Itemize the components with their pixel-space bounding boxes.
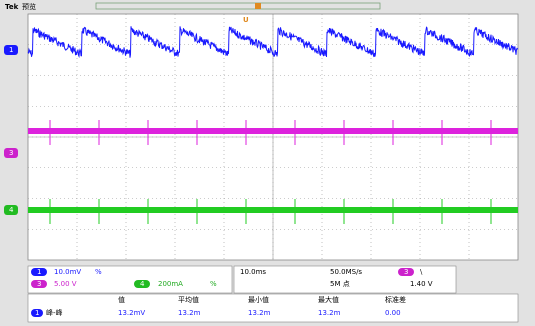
- ch4-marker-label: 4: [9, 206, 14, 214]
- scope-screen: Tek 预览 U 1 3 4 1 10.0mV % 3 5.00 V 4 200…: [0, 0, 535, 326]
- meas-value: 13.2mV: [118, 309, 145, 317]
- meas-header: 标准差: [385, 295, 406, 304]
- meas-header: 平均值: [178, 295, 199, 304]
- ch1-badge-label: 1: [37, 268, 41, 276]
- ch4-badge-label: 4: [140, 280, 145, 288]
- trigger-position: U: [243, 16, 249, 24]
- ch3-trace: [28, 128, 518, 134]
- ch3-badge-label: 3: [37, 280, 41, 288]
- time-per-div: 10.0ms: [240, 268, 266, 276]
- meas-value: 0.00: [385, 309, 401, 317]
- trigger-level: 1.40 V: [410, 280, 433, 288]
- meas-label: 峰-峰: [46, 308, 63, 317]
- ch1-marker-label: 1: [9, 46, 13, 54]
- meas-header: 值: [118, 295, 125, 304]
- meas-value: 13.2m: [248, 309, 271, 317]
- meas-value: 13.2m: [178, 309, 201, 317]
- ch3-marker-label: 3: [9, 149, 13, 157]
- meas-header: 最小值: [248, 295, 269, 304]
- sample-rate: 50.0MS/s: [330, 268, 362, 276]
- ch1-scale: 10.0mV: [54, 268, 81, 276]
- ch4-flag: %: [210, 280, 217, 288]
- ch1-flag: %: [95, 268, 102, 276]
- meas-header: 最大值: [318, 295, 339, 304]
- measurement-panel: [28, 294, 518, 322]
- meas-channel: 1: [35, 309, 39, 317]
- mode: 预览: [22, 2, 36, 11]
- record-position: [255, 3, 261, 9]
- trigger-channel: 3: [404, 268, 408, 276]
- ch4-trace: [28, 207, 518, 213]
- ch3-scale: 5.00 V: [54, 280, 77, 288]
- record-length: 5M 点: [330, 280, 350, 288]
- meas-value: 13.2m: [318, 309, 341, 317]
- brand: Tek: [5, 3, 19, 11]
- ch4-scale: 200mA: [158, 280, 183, 288]
